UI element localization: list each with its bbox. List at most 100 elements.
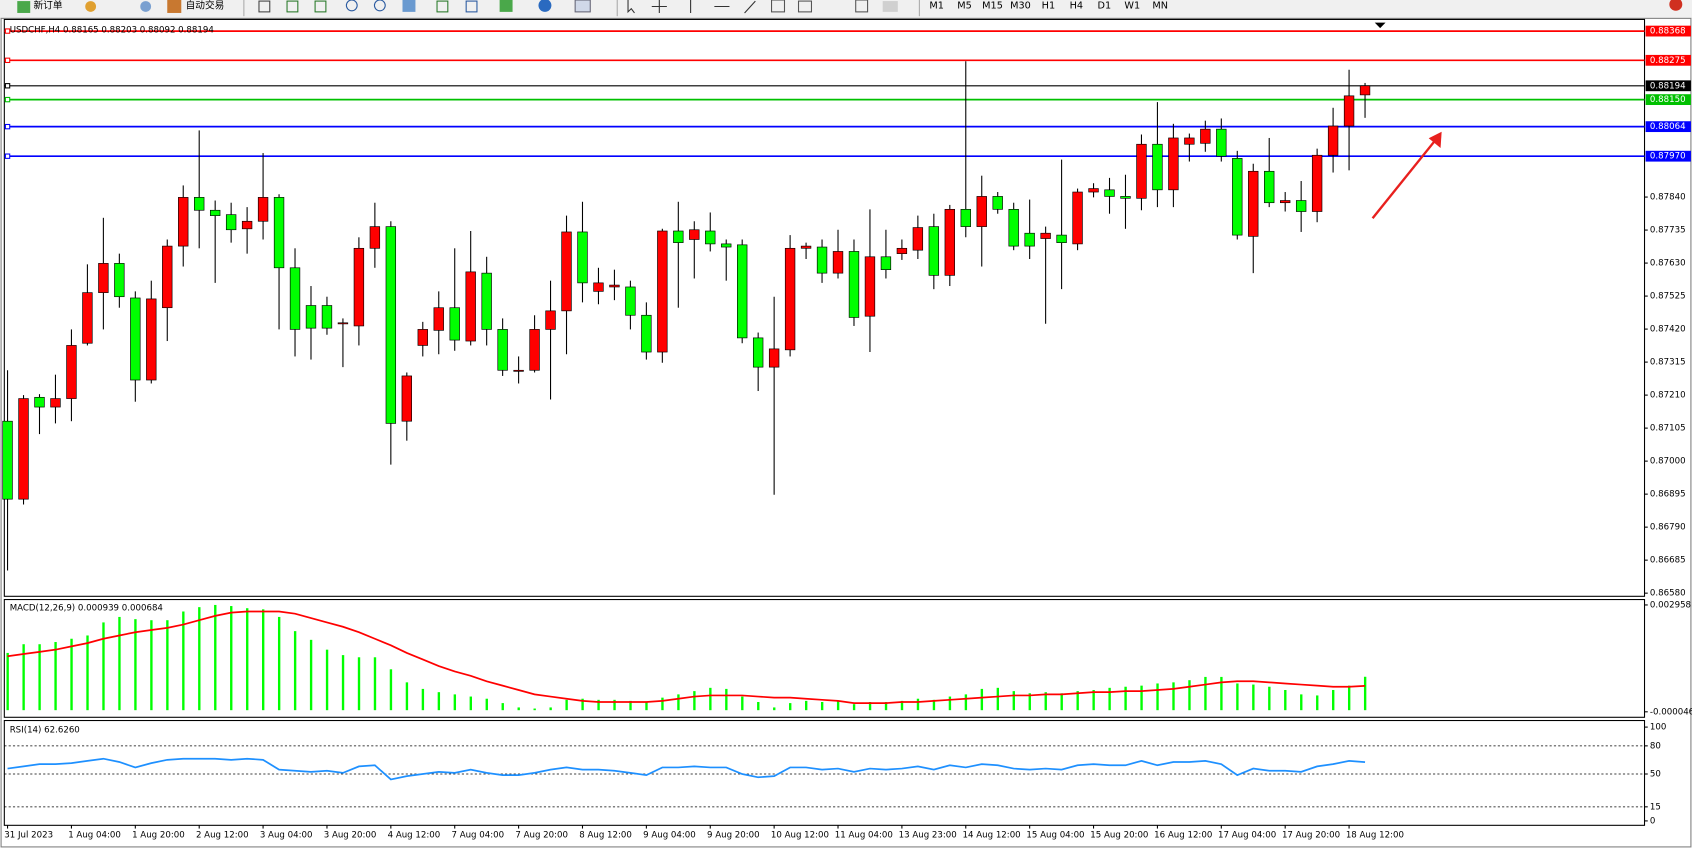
candle-body — [1280, 200, 1291, 204]
timeframe-button[interactable]: H1 — [1042, 0, 1055, 11]
new-order-button[interactable]: 新订单 — [33, 0, 62, 11]
timeframe-button[interactable]: M30 — [1010, 0, 1031, 11]
macd-bar — [1124, 686, 1127, 711]
macd-bar — [1012, 691, 1015, 711]
macd-bar — [38, 644, 41, 711]
macd-bar — [916, 698, 920, 711]
timeframe-button[interactable]: MN — [1152, 0, 1168, 11]
candle-body — [561, 231, 572, 312]
y-tick-label: 0.87630 — [1650, 259, 1686, 269]
candle-body — [1040, 232, 1051, 239]
candle-body — [848, 251, 860, 318]
candle-body — [401, 375, 412, 422]
macd-bar — [1252, 684, 1255, 711]
price-label-box — [1645, 150, 1691, 162]
y-tick-label: 0.86895 — [1650, 490, 1686, 500]
macd-bar — [613, 699, 616, 711]
macd-bar — [102, 622, 105, 711]
macd-bar — [773, 707, 776, 711]
y-tick-label: 50 — [1650, 769, 1661, 779]
icon — [258, 0, 271, 13]
timeframes: M1 M5 M15 M30 H1 H4 D1 W1 MN — [929, 0, 1168, 11]
candle-body — [353, 247, 365, 327]
candle-body — [1232, 158, 1243, 236]
x-tick-label: 17 Aug 20:00 — [1282, 831, 1340, 841]
icon — [314, 0, 327, 13]
candle-body — [1152, 143, 1163, 191]
alert-icon — [1669, 0, 1683, 11]
macd-bar — [70, 638, 73, 711]
timeframe-button[interactable]: D1 — [1098, 0, 1112, 11]
candle-body — [257, 197, 269, 222]
timeframe-button[interactable]: M5 — [957, 0, 972, 11]
macd-bar — [709, 687, 712, 711]
candle-body — [609, 284, 620, 288]
candle-body — [465, 271, 476, 342]
macd-bar — [1060, 693, 1063, 711]
macd-bar — [405, 682, 409, 711]
candle-body — [1168, 137, 1179, 191]
price-label-box — [1645, 80, 1691, 92]
macd-bar — [581, 698, 584, 711]
icon — [17, 1, 31, 13]
macd-bar — [485, 698, 488, 711]
macd-bar — [1188, 680, 1191, 711]
y-tick-label: 80 — [1650, 741, 1661, 751]
icon — [651, 0, 667, 13]
macd-bar — [1156, 683, 1159, 711]
candle-body — [98, 263, 109, 293]
line-handle — [4, 96, 11, 103]
candle-body — [18, 398, 29, 500]
candle-body — [1056, 234, 1067, 243]
candle-body — [1327, 125, 1339, 156]
candle-body — [721, 243, 732, 248]
macd-bar — [1172, 682, 1175, 711]
macd-bar — [836, 700, 840, 711]
x-tick-label: 3 Aug 20:00 — [324, 831, 377, 841]
candle-body — [800, 245, 812, 249]
candle-body — [513, 369, 524, 372]
rsi-line — [7, 757, 1366, 781]
price-label: 0.88194 — [1650, 81, 1686, 91]
candle-body — [194, 197, 205, 211]
candle-body — [1184, 137, 1195, 145]
timeframe-button[interactable]: H4 — [1070, 0, 1083, 11]
candle-body — [289, 267, 301, 330]
macd-bar — [341, 655, 345, 711]
candle-body — [178, 197, 189, 247]
x-tick-label: 10 Aug 12:00 — [771, 831, 829, 841]
y-tick-label: 0.87420 — [1650, 325, 1686, 335]
candle-body — [529, 329, 540, 371]
icon — [373, 0, 386, 12]
macd-bar — [6, 652, 9, 711]
candle-body — [1248, 170, 1259, 237]
price-label-box — [1645, 25, 1691, 37]
timeframe-button[interactable]: M1 — [929, 0, 944, 11]
candle-body — [689, 229, 700, 240]
icon — [797, 0, 813, 13]
candle-body — [385, 226, 397, 424]
icon — [690, 0, 756, 14]
timeframe-button[interactable]: M15 — [982, 0, 1003, 11]
macd-bar — [852, 704, 856, 711]
macd-bar — [1347, 685, 1351, 711]
icon — [627, 0, 635, 14]
x-tick-label: 9 Aug 04:00 — [643, 831, 696, 841]
candle-body — [1136, 143, 1147, 199]
timeframe-button[interactable]: W1 — [1124, 0, 1140, 11]
candle-body — [593, 282, 604, 292]
macd-bar — [437, 692, 441, 711]
auto-trading-button[interactable]: 自动交易 — [186, 0, 225, 11]
candle-body — [1104, 189, 1115, 197]
icon — [574, 0, 591, 13]
candle-body — [1343, 95, 1355, 127]
x-tick-label: 31 Jul 2023 — [4, 831, 53, 841]
candle-body — [1216, 128, 1227, 157]
icon — [538, 0, 552, 12]
macd-bar — [741, 696, 744, 711]
candle-body — [66, 345, 77, 399]
macd-bar — [453, 694, 457, 711]
candle-body — [960, 208, 971, 227]
y-tick-label: 0 — [1650, 816, 1655, 826]
